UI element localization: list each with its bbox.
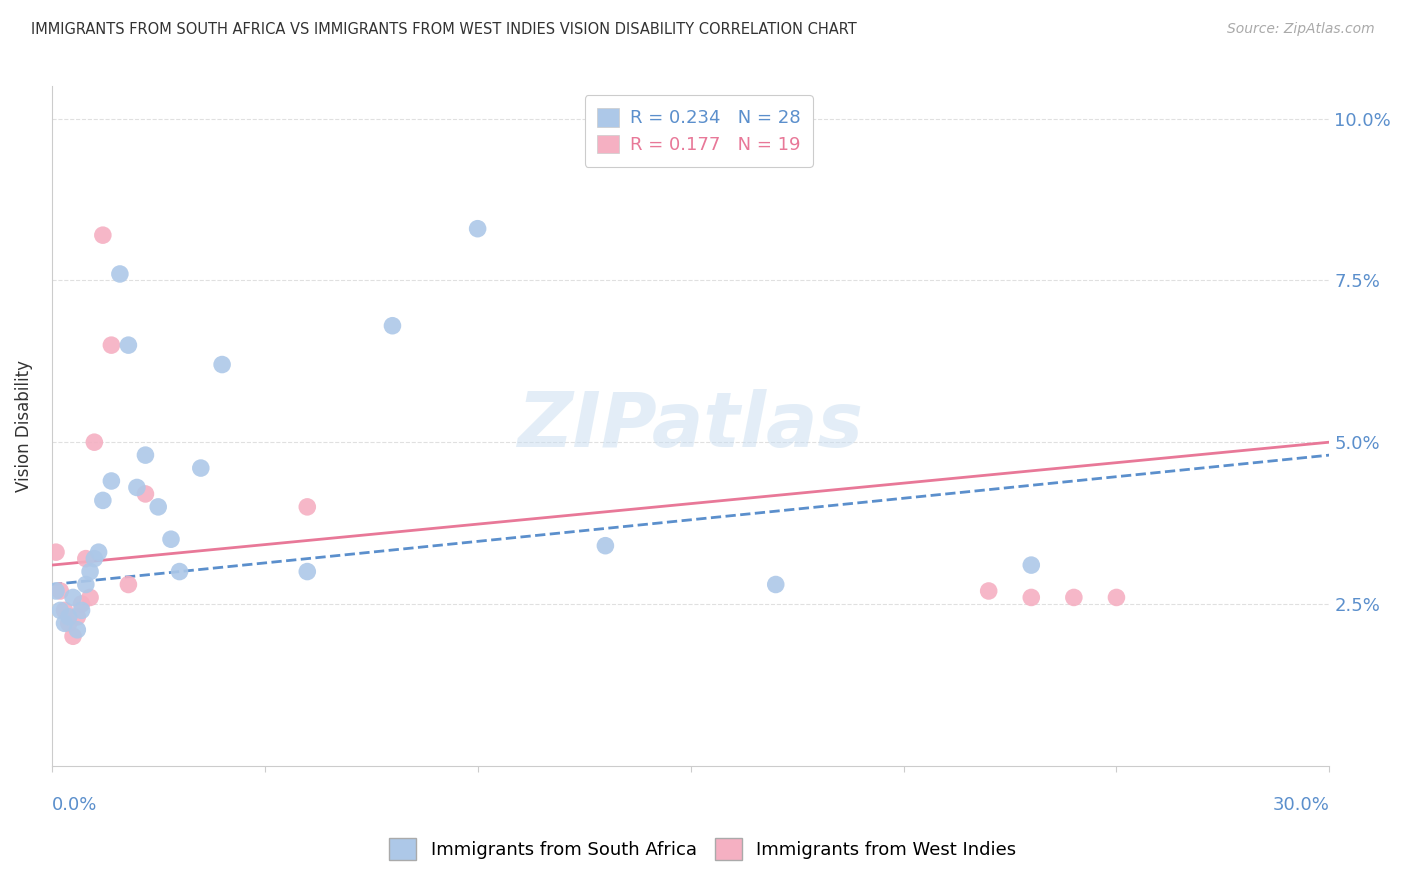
Point <box>148 500 170 514</box>
Point <box>91 228 114 243</box>
Point <box>66 610 89 624</box>
Point <box>467 221 489 235</box>
Point <box>45 584 67 599</box>
Point <box>62 591 84 605</box>
Point <box>45 545 67 559</box>
Point <box>83 435 105 450</box>
Point <box>75 577 97 591</box>
Point <box>190 461 212 475</box>
Point <box>1019 591 1042 605</box>
Point <box>125 480 148 494</box>
Point <box>977 584 1000 599</box>
Point <box>1019 558 1042 573</box>
Point <box>75 551 97 566</box>
Point <box>58 610 80 624</box>
Point <box>297 500 319 514</box>
Point <box>79 591 101 605</box>
Point <box>70 603 93 617</box>
Point <box>160 533 183 547</box>
Point <box>100 474 122 488</box>
Point <box>134 487 156 501</box>
Point <box>765 577 787 591</box>
Legend: R = 0.234   N = 28, R = 0.177   N = 19: R = 0.234 N = 28, R = 0.177 N = 19 <box>585 95 813 167</box>
Point <box>100 338 122 352</box>
Point <box>49 584 72 599</box>
Text: Source: ZipAtlas.com: Source: ZipAtlas.com <box>1227 22 1375 37</box>
Point <box>1063 591 1085 605</box>
Point <box>297 565 319 579</box>
Y-axis label: Vision Disability: Vision Disability <box>15 360 32 492</box>
Text: ZIPatlas: ZIPatlas <box>517 389 863 463</box>
Point <box>169 565 191 579</box>
Point <box>58 616 80 631</box>
Point <box>91 493 114 508</box>
Point <box>595 539 617 553</box>
Point <box>381 318 404 333</box>
Legend: Immigrants from South Africa, Immigrants from West Indies: Immigrants from South Africa, Immigrants… <box>382 830 1024 867</box>
Point <box>83 551 105 566</box>
Point <box>1105 591 1128 605</box>
Text: 30.0%: 30.0% <box>1272 797 1330 814</box>
Point <box>66 623 89 637</box>
Point <box>79 565 101 579</box>
Point <box>70 597 93 611</box>
Point <box>108 267 131 281</box>
Point <box>53 616 76 631</box>
Point <box>117 577 139 591</box>
Point <box>134 448 156 462</box>
Text: 0.0%: 0.0% <box>52 797 97 814</box>
Point <box>211 358 233 372</box>
Text: IMMIGRANTS FROM SOUTH AFRICA VS IMMIGRANTS FROM WEST INDIES VISION DISABILITY CO: IMMIGRANTS FROM SOUTH AFRICA VS IMMIGRAN… <box>31 22 856 37</box>
Point <box>117 338 139 352</box>
Point <box>53 603 76 617</box>
Point <box>62 629 84 643</box>
Point <box>49 603 72 617</box>
Point <box>87 545 110 559</box>
